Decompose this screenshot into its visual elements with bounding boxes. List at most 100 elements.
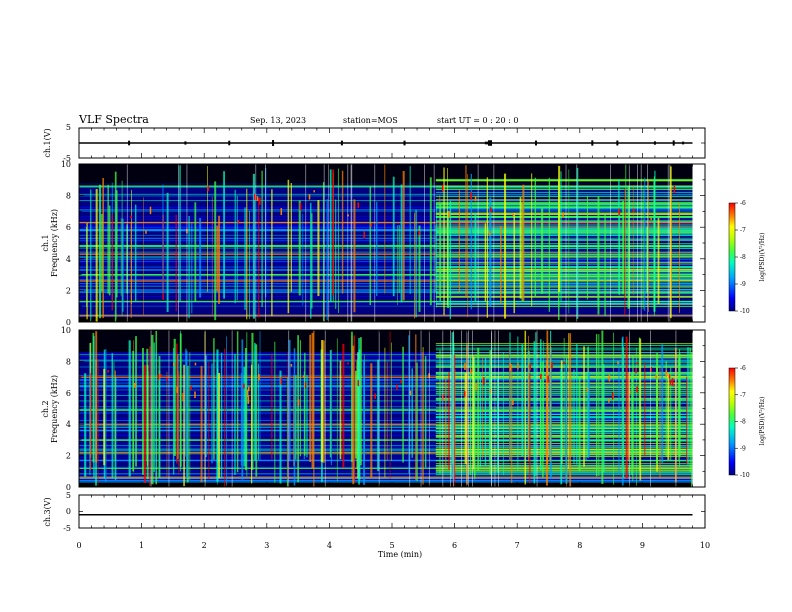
spectrogram-hotspot <box>134 382 136 388</box>
spectrogram-hotspot <box>149 206 152 215</box>
spectrogram-sferic <box>644 177 646 311</box>
spectrogram-sferic <box>522 184 525 302</box>
spectrogram-gap <box>472 330 473 487</box>
spectrogram-sferic <box>435 224 436 293</box>
spectrogram-sferic <box>173 338 176 456</box>
spectrogram-band <box>79 229 693 232</box>
spectrogram-sferic <box>306 375 308 458</box>
spectrogram-sferic <box>439 203 442 302</box>
spectrogram-sferic <box>576 344 578 465</box>
spectrogram-noise-line <box>79 240 693 242</box>
spectrogram-sferic <box>322 340 325 463</box>
spectrogram-noise-line <box>79 470 693 472</box>
spectrogram-hotspot <box>608 374 611 382</box>
spectrogram-sferic <box>175 214 177 311</box>
spectrogram-haze-line <box>435 185 693 187</box>
spectrogram-sferic <box>107 184 109 294</box>
spectrogram-hotspot <box>586 387 589 392</box>
spectrogram-noise-line <box>79 265 693 267</box>
spectrogram-sferic <box>84 373 87 477</box>
spectrogram-haze-line <box>435 465 693 467</box>
spectrogram-haze-line <box>435 216 693 218</box>
spectrogram-sferic <box>484 223 487 302</box>
y-tick-label: 10 <box>61 160 71 169</box>
spectrogram-sferic <box>529 372 531 484</box>
spectrogram-sferic <box>336 338 338 482</box>
spectrogram-band <box>79 315 693 317</box>
spectrogram-haze-line <box>435 288 693 290</box>
spectrogram-gap <box>637 164 638 322</box>
spectrogram-sferic <box>648 179 649 312</box>
spectrogram-sferic <box>691 352 693 487</box>
spectrogram-noise-line <box>79 480 693 481</box>
spectrogram-sferic <box>115 190 118 298</box>
spectrogram-hotspot <box>247 386 250 392</box>
spectrogram-noise-line <box>79 237 693 239</box>
x-tick-label: 6 <box>452 541 457 550</box>
spectrogram-sferic <box>85 227 87 308</box>
spectrogram-sferic <box>558 165 561 292</box>
spectrogram-noise-line <box>79 447 693 448</box>
colorbar-tick-label: -6 <box>740 200 746 207</box>
y-tick-label: 0 <box>66 483 71 492</box>
spectrogram-sferic <box>236 331 239 473</box>
spectrogram-haze-line <box>435 232 693 234</box>
colorbar-tick-label: -10 <box>740 308 750 315</box>
spectrogram-sferic <box>667 373 670 460</box>
spectrogram-sferic <box>218 215 221 305</box>
spectrogram-sferic <box>293 348 296 486</box>
spectrogram-sferic <box>166 371 168 478</box>
spectrogram-gap <box>675 330 677 487</box>
spectrogram-gap <box>374 164 376 322</box>
spectrogram-gap <box>409 330 411 487</box>
spectrogram-sferic <box>377 359 380 472</box>
spectrogram-sferic <box>678 353 681 457</box>
y-tick-label: 6 <box>66 223 71 232</box>
spectrogram-sferic <box>252 173 255 319</box>
spectrogram-sferic <box>669 166 672 319</box>
time-axis-label: Time (min) <box>378 550 422 559</box>
spectrogram-noise-line <box>79 216 693 217</box>
spectrogram-sferic <box>451 332 454 464</box>
spectrogram-haze-line <box>435 263 693 265</box>
spectrogram-noise-line <box>79 394 693 396</box>
spectrogram-noise-line <box>79 445 693 447</box>
spectrogram-haze-line <box>435 188 693 190</box>
spectrogram-sferic <box>484 357 487 466</box>
spectrogram-hotspot <box>470 368 472 374</box>
spectrogram-noise-line <box>79 224 693 226</box>
spectrogram-haze-line <box>435 273 693 275</box>
spectrogram-haze-line <box>435 292 693 294</box>
spectrogram-sferic <box>162 184 164 294</box>
spectrogram-sferic <box>511 364 513 484</box>
spectrogram-sferic <box>186 365 189 483</box>
spectrogram-hotspot <box>655 374 657 380</box>
spectrogram-band <box>79 385 693 388</box>
spectrogram-band <box>79 423 693 425</box>
spectrogram-gap <box>328 164 330 322</box>
spectrogram-haze-line <box>435 243 693 245</box>
spectrogram-sferic <box>317 199 320 297</box>
spectrogram-hotspot <box>608 399 610 403</box>
spectrogram-sferic <box>234 189 236 304</box>
spectrogram-sferic <box>400 184 403 303</box>
spectrogram-sferic <box>604 214 606 317</box>
spectrogram-sferic <box>531 173 533 307</box>
spectrogram-noise-line <box>79 381 693 383</box>
spectrogram-hotspot <box>470 192 472 200</box>
spectrogram-noise-line <box>79 377 693 379</box>
spectrogram-sferic <box>443 167 445 316</box>
spectrogram-haze-line <box>435 196 693 198</box>
spectrogram-sferic <box>271 353 273 460</box>
x-tick-label: 0 <box>76 541 81 550</box>
spectrogram-noise-line <box>79 408 693 410</box>
spectrogram-noise-line <box>79 244 693 246</box>
spectrogram-sferic <box>474 212 477 302</box>
spectrogram-hotspot <box>483 377 485 385</box>
spectrogram-sferic <box>151 334 154 485</box>
waveform-burst <box>128 140 131 146</box>
spectrogram-hotspot <box>551 362 553 369</box>
spectrogram-haze-line <box>435 235 693 237</box>
spectrogram-noise-line <box>79 183 693 185</box>
